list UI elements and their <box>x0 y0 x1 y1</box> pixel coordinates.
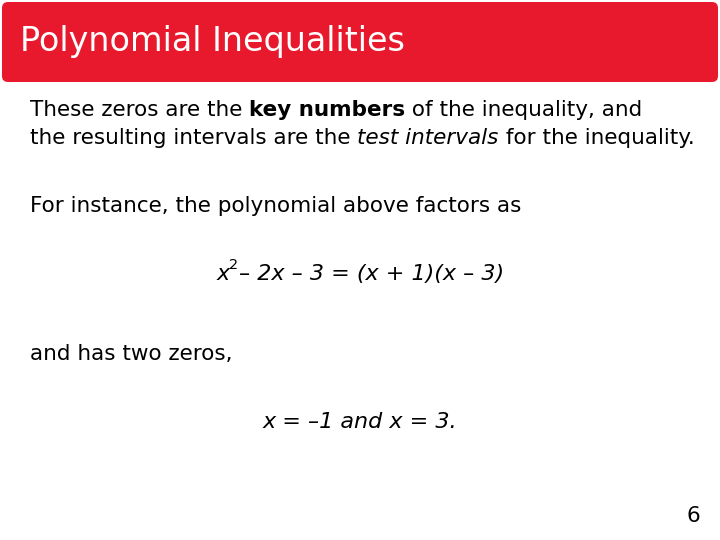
Text: For instance, the polynomial above factors as: For instance, the polynomial above facto… <box>30 196 521 216</box>
Text: the resulting intervals are the: the resulting intervals are the <box>30 128 357 148</box>
Text: and has two zeros,: and has two zeros, <box>30 344 233 364</box>
Text: test intervals: test intervals <box>357 128 499 148</box>
Text: x = –1 and x = 3.: x = –1 and x = 3. <box>263 412 457 432</box>
Text: x: x <box>216 264 230 284</box>
Text: Polynomial Inequalities: Polynomial Inequalities <box>20 25 405 58</box>
Text: These zeros are the: These zeros are the <box>30 100 249 120</box>
Text: of the inequality, and: of the inequality, and <box>405 100 643 120</box>
Text: key numbers: key numbers <box>249 100 405 120</box>
Text: for the inequality.: for the inequality. <box>499 128 695 148</box>
Text: – 2x – 3 = (x + 1)(x – 3): – 2x – 3 = (x + 1)(x – 3) <box>238 264 504 284</box>
Text: 2: 2 <box>230 258 238 272</box>
Text: 6: 6 <box>686 506 700 526</box>
FancyBboxPatch shape <box>2 2 718 82</box>
